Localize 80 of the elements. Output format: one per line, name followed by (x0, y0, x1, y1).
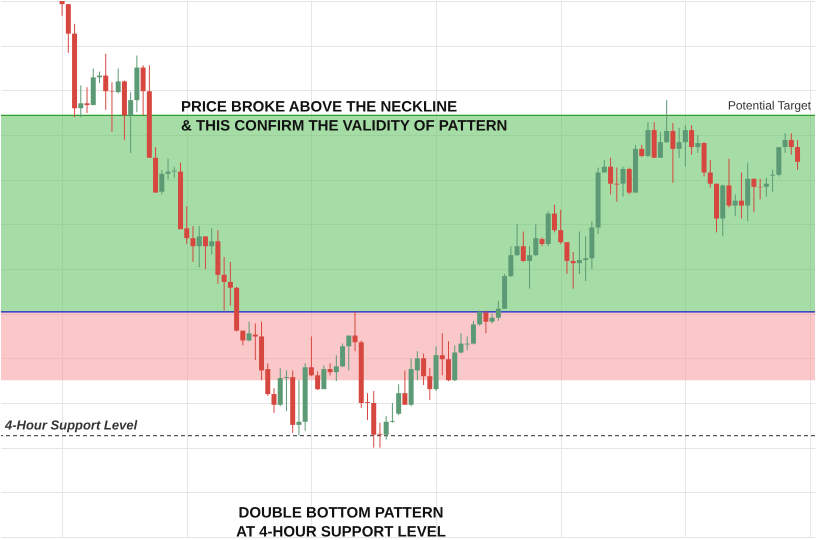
candlestick (228, 261, 233, 306)
candlestick (626, 167, 632, 195)
candlestick (695, 134, 700, 154)
candlestick (558, 209, 564, 244)
candlestick (352, 311, 358, 352)
candlestick (490, 313, 495, 324)
candlestick (483, 310, 488, 334)
candlestick (496, 300, 501, 322)
candlestick (520, 230, 526, 262)
candlestick (209, 228, 214, 255)
candlestick (764, 177, 769, 198)
candlestick (116, 68, 121, 94)
candlestick (384, 415, 389, 440)
candlestick (166, 158, 171, 180)
candlestick (576, 230, 582, 274)
candlestick (315, 370, 320, 391)
candlestick (346, 335, 352, 371)
candlestick (682, 124, 688, 168)
candlestick (421, 352, 426, 386)
candlestick (440, 332, 445, 376)
candlestick (427, 368, 432, 400)
candlestick (782, 132, 788, 154)
candlestick (639, 144, 644, 158)
candlestick (172, 166, 177, 178)
candlestick (732, 194, 738, 217)
candlestick (196, 226, 202, 268)
candlestick (614, 167, 620, 202)
candlestick (689, 124, 694, 156)
candlestick (334, 354, 339, 382)
candlestick (159, 169, 164, 195)
candlestick (533, 224, 538, 257)
candlestick (527, 246, 532, 290)
candlestick (608, 157, 614, 195)
candlestick (788, 132, 794, 156)
candlestick (758, 178, 763, 200)
candlestick (602, 160, 607, 174)
candlestick (96, 71, 102, 84)
candlestick (190, 226, 196, 262)
candlestick (508, 246, 514, 278)
candlestick (477, 310, 482, 326)
candlestick (60, 0, 65, 16)
annotation: PRICE BROKE ABOVE THE NECKLINE & THIS CONFIRM THE VALIDITY OF PATTERN (181, 98, 508, 134)
candlestick (795, 139, 800, 170)
candlestick (308, 336, 314, 377)
candlestick (670, 122, 676, 184)
candlestick (252, 322, 258, 361)
candlestick (751, 178, 756, 213)
candlestick (202, 236, 208, 270)
candlestick (272, 388, 276, 414)
candlestick (664, 100, 670, 144)
candlestick (402, 370, 408, 406)
candlestick (620, 166, 626, 198)
candlestick (328, 362, 333, 376)
candlestick (284, 370, 289, 412)
candlestick (128, 92, 134, 154)
ref-line-label: Potential Target (728, 98, 812, 112)
candlestick (514, 224, 520, 257)
candlestick (552, 204, 557, 233)
candlestick (446, 340, 452, 382)
candlestick (103, 53, 108, 110)
candlestick (396, 384, 402, 416)
candlestick (390, 402, 395, 424)
candlestick (738, 172, 744, 220)
candlestick (222, 256, 227, 312)
candlestick (246, 321, 252, 342)
text: DOUBLE BOTTOM PATTERN AT 4-HOUR SUPPORT LEVEL (236, 504, 446, 540)
candlestick (708, 160, 713, 188)
candlestick (470, 320, 476, 345)
candlestick (140, 64, 146, 116)
candlestick (321, 364, 326, 390)
candlestick (340, 343, 346, 368)
candlestick (564, 242, 570, 274)
candlestick (658, 131, 663, 158)
candlestick (109, 82, 114, 132)
candlestick (676, 127, 682, 158)
candlestick (78, 84, 84, 118)
candlestick (296, 380, 302, 436)
candlestick (726, 158, 732, 208)
ref-line-label: 4-Hour Support Level (4, 418, 138, 433)
candlestick (240, 330, 246, 346)
